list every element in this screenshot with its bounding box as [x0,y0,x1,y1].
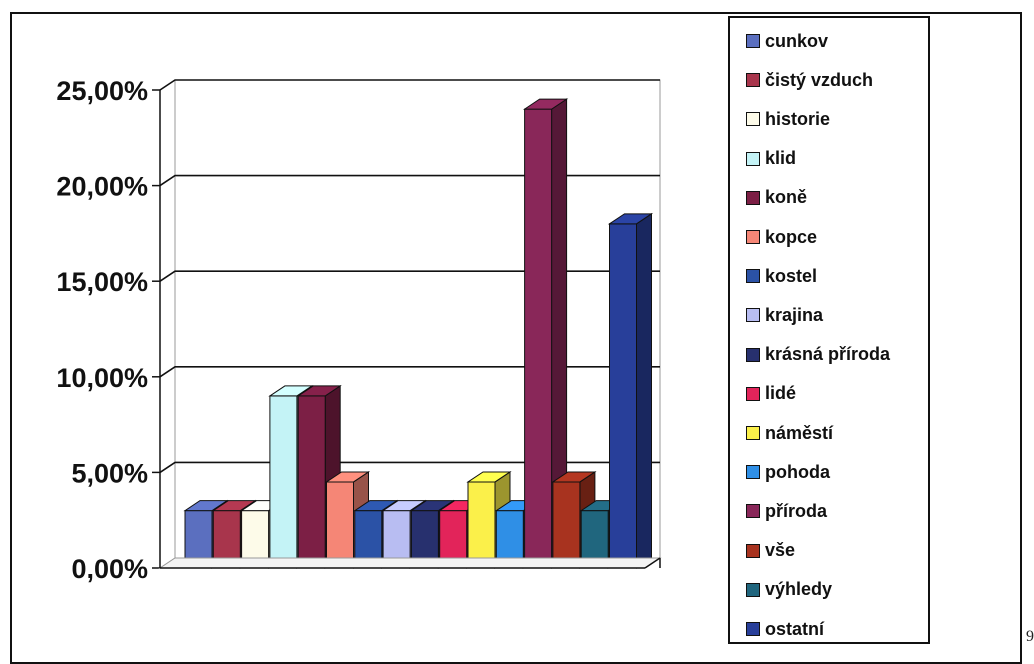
legend-item: cunkov [746,28,828,54]
y-tick-label: 10,00% [56,363,148,393]
bar-top [296,385,342,397]
legend-swatch [746,73,760,88]
legend-item: krajina [746,302,823,328]
legend-swatch [746,190,760,205]
legend-item: čistý vzduch [746,67,873,93]
gridlines [159,79,660,474]
legend-swatch [746,308,760,323]
legend-label: klid [765,148,797,169]
legend-label: historie [765,108,831,129]
legend-item: vše [746,538,795,564]
bar-front [552,481,581,569]
y-tick-label: 20,00% [56,172,148,202]
legend-item: lidé [746,381,796,407]
legend-item: kopce [746,224,817,250]
legend-label: koně [765,187,808,208]
legend-label: pohoda [765,461,830,482]
legend-label: náměstí [765,422,834,443]
legend-swatch [746,151,760,166]
bar-front [297,395,326,569]
bar-top [211,500,257,512]
legend-item: historie [746,106,830,132]
legend-item: výhledy [746,577,832,603]
legend-swatch [746,230,760,244]
legend-swatch [746,426,760,440]
y-tick-label: 5,00% [71,458,148,488]
legend-swatch [746,34,760,48]
gridline [159,365,660,378]
y-tick-label: 15,00% [56,267,148,297]
bar [607,212,654,569]
y-tick-label: 0,00% [71,554,148,584]
legend-item: náměstí [746,420,833,446]
legend-label: vše [765,540,796,561]
legend-label: krásná příroda [765,344,891,365]
legend-label: čistý vzduch [765,69,874,90]
legend-label: cunkov [765,30,829,51]
legend-swatch [746,386,760,401]
bar-front [609,223,637,569]
legend-swatch [746,465,760,480]
bar-top [353,500,399,512]
legend-swatch [746,622,760,636]
gridline [159,174,660,187]
bar-top [607,213,654,225]
bar-top [551,471,597,483]
legend-item: koně [746,185,807,211]
legend-item: kostel [746,263,817,289]
legend-label: ostatní [765,618,825,639]
bar [522,98,569,569]
axes [152,89,662,569]
legend-item: pohoda [746,459,830,485]
legend-label: výhledy [765,579,833,600]
legend-swatch [746,112,760,127]
bars [183,98,654,569]
gridline [159,461,660,474]
legend-label: lidé [765,383,797,404]
bar-chart: 0,00% 5,00% 10,00% 15,00% 20,00% 25,00% [56,76,662,584]
bar-top [381,500,427,512]
y-tick-label: 25,00% [56,76,148,106]
legend: cunkov čistý vzduch historie klid koně kopce k… [728,16,930,644]
gridline [159,79,660,91]
bar-front [524,108,553,569]
bar-top [522,98,569,110]
legend-item: klid [746,146,796,172]
bar-top [409,500,456,512]
bar-front [467,481,496,569]
legend-label: kostel [765,265,818,286]
bar-top [183,500,229,512]
bar-top [466,471,512,483]
legend-swatch [746,347,760,362]
legend-item: krásná příroda [746,342,890,368]
legend-label: krajina [765,304,824,325]
legend-label: příroda [765,500,828,521]
legend-item: ostatní [746,616,824,642]
legend-swatch [746,582,760,597]
y-tick-labels: 0,00% 5,00% 10,00% 15,00% 20,00% 25,00% [56,76,148,584]
legend-item: příroda [746,498,827,524]
legend-swatch [746,269,760,284]
legend-swatch [746,504,760,519]
gridline [159,270,660,282]
bar-top [324,471,371,483]
bar-front [326,481,354,569]
bar-top [268,385,314,397]
bar-side [636,212,652,569]
x-axis-depth [644,557,661,569]
plot-floor [158,557,662,569]
bar-front [269,395,298,569]
legend-label: kopce [765,226,818,247]
legend-swatch [746,543,760,558]
page-number: 9 [1026,628,1034,645]
